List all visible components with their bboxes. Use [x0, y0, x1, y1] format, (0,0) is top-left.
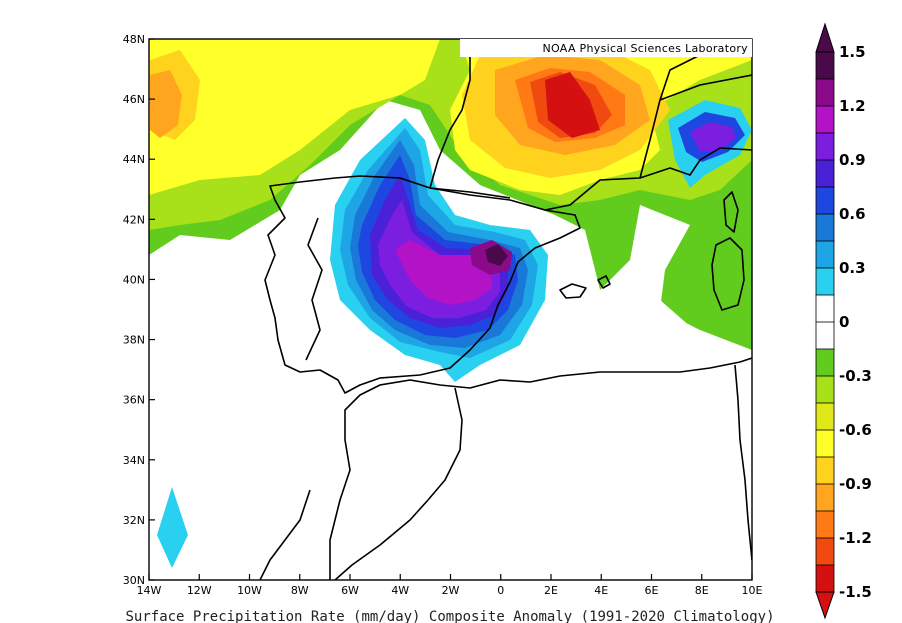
colorbar-swatch [815, 537, 835, 566]
lat-tick-label: 46N [123, 93, 145, 106]
colorbar-labels: 1.5 1.2 0.9 0.6 0.3 0 -0.3 -0.6 -0.9 -1.2 -1.5 [839, 43, 872, 601]
colorbar-label: 0.3 [839, 259, 866, 277]
map-caption: Surface Precipitation Rate (mm/day) Comp… [125, 609, 774, 623]
lon-tick-label: 12W [187, 584, 212, 597]
colorbar-swatch [815, 348, 835, 377]
colorbar-swatch [815, 78, 835, 107]
latitude-axis: 30N 32N 34N 36N 38N 40N 42N 44N 46N 48N [123, 33, 155, 587]
lat-tick-label: 42N [123, 213, 145, 226]
colorbar-label: 0 [839, 313, 849, 331]
longitude-axis: 14W 12W 10W 8W 6W 4W 2W 0 2E 4E 6E 8E 10E [137, 574, 763, 597]
colorbar-label: -1.5 [839, 583, 872, 601]
colorbar-swatch [815, 483, 835, 512]
lat-tick-label: 32N [123, 514, 145, 527]
corsica-sardinia [711, 191, 745, 311]
anomaly-shading [149, 39, 752, 580]
western-sahara-border [259, 489, 311, 580]
lon-tick-label: 8E [695, 584, 709, 597]
lon-tick-label: 0 [497, 584, 504, 597]
lon-tick-label: 2W [442, 584, 460, 597]
lat-tick-label: 30N [123, 574, 145, 587]
wet-anomaly-atlantic-spot [157, 487, 188, 568]
lat-tick-label: 44N [123, 153, 145, 166]
wet-anomaly-genoa-purple [690, 122, 736, 152]
colorbar-label: 0.6 [839, 205, 866, 223]
lat-tick-label: 34N [123, 454, 145, 467]
lon-tick-label: 4E [594, 584, 608, 597]
colorbar-label: 1.5 [839, 43, 866, 61]
colorbar-swatch [815, 456, 835, 485]
colorbar-swatch [815, 402, 835, 431]
colorbar-swatch [815, 105, 835, 134]
colorbar-swatch [815, 240, 835, 269]
colorbar-upper-arrow [815, 22, 835, 53]
lat-tick-label: 40N [123, 273, 145, 286]
lon-tick-label: 14W [137, 584, 162, 597]
portugal-border [305, 217, 323, 361]
colorbar-label: -0.3 [839, 367, 872, 385]
colorbar-swatch [815, 321, 835, 350]
lon-tick-label: 6E [645, 584, 659, 597]
north-africa-coastline [329, 357, 752, 580]
colorbar-swatch [815, 564, 835, 593]
colorbar-swatch [815, 132, 835, 161]
colorbar-swatch [815, 51, 835, 80]
credit-label: NOAA Physical Sciences Laboratory [543, 42, 749, 55]
colorbar-swatch [815, 186, 835, 215]
colorbar [815, 22, 835, 620]
lon-tick-label: 10E [742, 584, 763, 597]
wet-anomaly-core [485, 244, 508, 266]
credit-box [460, 39, 752, 57]
balearic-islands [559, 275, 611, 299]
colorbar-label: 0.9 [839, 151, 866, 169]
colorbar-label: -1.2 [839, 529, 872, 547]
colorbar-swatch [815, 510, 835, 539]
colorbar-swatch [815, 267, 835, 296]
colorbar-label: 1.2 [839, 97, 866, 115]
algeria-tunisia-border [734, 364, 752, 561]
colorbar-swatch [815, 429, 835, 458]
colorbar-label: -0.9 [839, 475, 872, 493]
wet-anomaly-purple-zone [395, 240, 492, 305]
iberia-coastline [264, 175, 581, 394]
pyrenees-border [429, 187, 511, 199]
morocco-algeria-border [334, 387, 463, 580]
colorbar-swatch [815, 294, 835, 323]
lat-tick-label: 38N [123, 334, 145, 347]
colorbar-swatch [815, 375, 835, 404]
colorbar-lower-arrow [815, 591, 835, 620]
dry-anomaly-core [545, 72, 600, 138]
lon-tick-label: 10W [237, 584, 262, 597]
lon-tick-label: 4W [391, 584, 409, 597]
coastlines [259, 39, 752, 580]
colorbar-swatch [815, 159, 835, 188]
lat-tick-label: 48N [123, 33, 145, 46]
lon-tick-label: 6W [341, 584, 359, 597]
lon-tick-label: 2E [544, 584, 558, 597]
colorbar-label: -0.6 [839, 421, 872, 439]
lon-tick-label: 8W [291, 584, 309, 597]
colorbar-swatch [815, 213, 835, 242]
lat-tick-label: 36N [123, 394, 145, 407]
